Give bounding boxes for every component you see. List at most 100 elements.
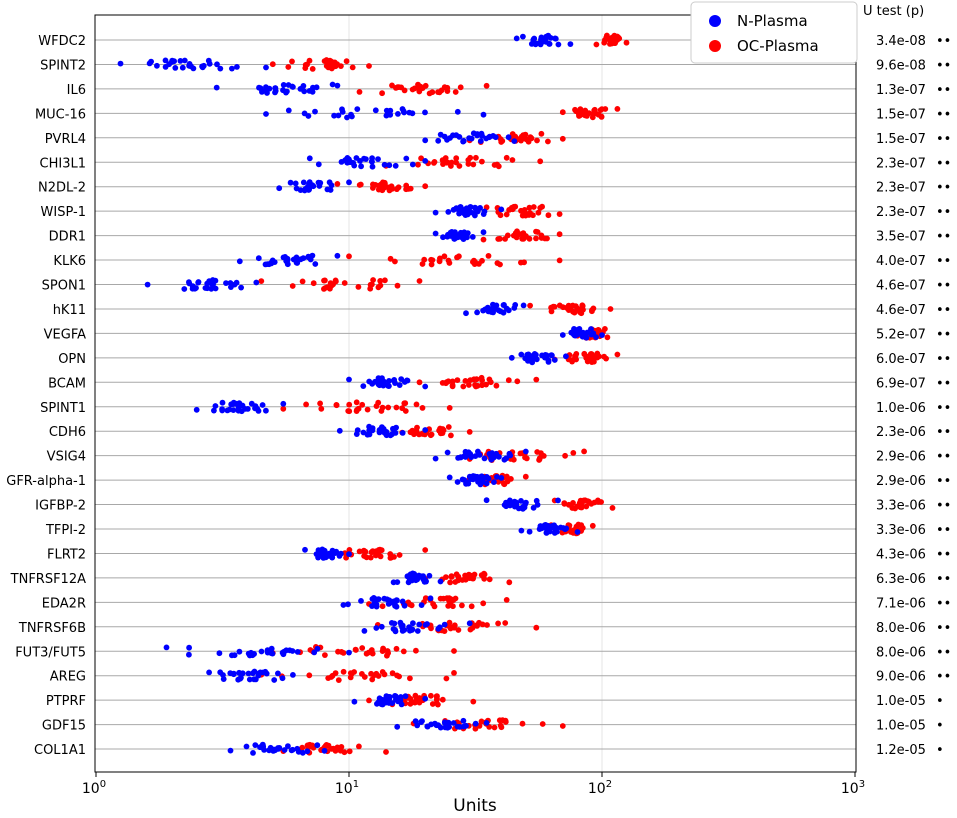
n-plasma-point (494, 474, 500, 480)
oc-plasma-point (346, 253, 352, 260)
oc-plasma-point (353, 647, 359, 653)
oc-plasma-point (530, 204, 537, 210)
n-plasma-point (539, 36, 546, 42)
n-plasma-point (486, 451, 493, 457)
n-plasma-point (446, 724, 452, 730)
oc-plasma-point (572, 106, 578, 113)
oc-plasma-point (526, 204, 533, 211)
oc-plasma-point (473, 376, 480, 383)
n-plasma-point (478, 130, 485, 137)
n-plasma-point (480, 211, 487, 218)
oc-plasma-point (355, 284, 362, 290)
n-plasma-point (331, 112, 337, 119)
oc-plasma-point (389, 670, 396, 677)
n-plasma-point (454, 723, 461, 730)
oc-plasma-point (524, 211, 531, 218)
oc-plasma-point (544, 235, 550, 242)
n-plasma-point (416, 572, 422, 579)
x-tick-label: 100 (82, 779, 106, 797)
oc-plasma-point (321, 286, 327, 292)
n-plasma-point (412, 718, 419, 725)
oc-plasma-point (522, 454, 528, 461)
n-plasma-point (395, 111, 401, 117)
n-plasma-point (375, 596, 382, 603)
legend: N-Plasma OC-Plasma (690, 1, 858, 64)
n-plasma-point (270, 748, 277, 754)
n-plasma-point (238, 674, 244, 681)
oc-plasma-point (407, 700, 414, 707)
n-plasma-point (381, 161, 388, 168)
oc-plasma-point (514, 378, 521, 385)
oc-plasma-point (591, 106, 598, 113)
oc-plasma-point (582, 497, 588, 504)
oc-plasma-point (467, 573, 474, 579)
n-plasma-point (297, 256, 304, 263)
oc-plasma-point (481, 575, 488, 582)
n-plasma-point (290, 672, 296, 678)
n-plasma-point (378, 701, 385, 708)
n-plasma-point (181, 57, 188, 64)
x-tick-label: 103 (841, 779, 865, 797)
oc-plasma-point (581, 448, 587, 455)
n-plasma-point (231, 281, 238, 288)
n-plasma-point (393, 597, 400, 603)
n-plasma-point (460, 717, 467, 724)
n-plasma-point (255, 255, 262, 262)
oc-plasma-point (548, 308, 555, 315)
oc-plasma-point (584, 113, 590, 119)
oc-plasma-point (364, 406, 371, 413)
significance-stars: •• (936, 156, 951, 171)
oc-plasma-point (545, 212, 552, 219)
oc-plasma-point (377, 282, 384, 289)
n-plasma-point (250, 670, 256, 677)
oc-plasma-point (452, 595, 459, 602)
oc-plasma-point (346, 547, 353, 553)
n-plasma-point (257, 85, 264, 92)
oc-plasma-point (506, 579, 513, 586)
oc-plasma-point (569, 358, 575, 365)
n-plasma-point (418, 602, 425, 608)
oc-plasma-point (367, 554, 374, 561)
oc-plasma-point (451, 648, 457, 654)
n-plasma-point (543, 530, 550, 536)
n-plasma-point (520, 505, 526, 512)
n-plasma-point (584, 329, 591, 336)
n-plasma-point (386, 378, 392, 384)
row-label: CDH6 (49, 425, 86, 440)
n-plasma-point (275, 745, 281, 751)
significance-stars: •• (936, 572, 951, 587)
oc-plasma-point (521, 207, 528, 213)
oc-plasma-point (533, 376, 540, 383)
oc-plasma-point (470, 161, 477, 168)
n-plasma-point (563, 353, 569, 360)
significance-stars: •• (936, 670, 951, 685)
n-plasma-point (229, 65, 235, 72)
p-value: 9.0e-06 (876, 670, 926, 685)
n-plasma-point (483, 480, 490, 487)
oc-plasma-point (545, 138, 551, 145)
oc-plasma-point (481, 571, 488, 578)
n-plasma-point (416, 621, 423, 628)
n-plasma-point (353, 155, 360, 161)
n-plasma-point (230, 401, 237, 407)
oc-plasma-point (467, 626, 474, 633)
oc-plasma-point (567, 305, 574, 312)
n-plasma-point (342, 157, 348, 164)
n-plasma-point (253, 279, 260, 286)
n-plasma-point (327, 187, 334, 193)
significance-stars: •• (936, 34, 951, 49)
n-plasma-point (266, 85, 273, 92)
n-plasma-point (448, 233, 454, 239)
n-plasma-point (379, 375, 385, 382)
oc-plasma-point (522, 234, 529, 240)
p-value: 3.3e-06 (876, 499, 926, 514)
oc-plasma-point (303, 401, 309, 408)
oc-plasma-point (366, 697, 372, 704)
row-label: GDF15 (42, 719, 86, 734)
n-plasma-point (302, 546, 308, 553)
n-plasma-point (478, 473, 485, 480)
n-plasma-point (163, 644, 170, 651)
n-plasma-point (258, 648, 265, 655)
p-value: 8.0e-06 (876, 621, 926, 636)
n-plasma-point (446, 474, 453, 481)
